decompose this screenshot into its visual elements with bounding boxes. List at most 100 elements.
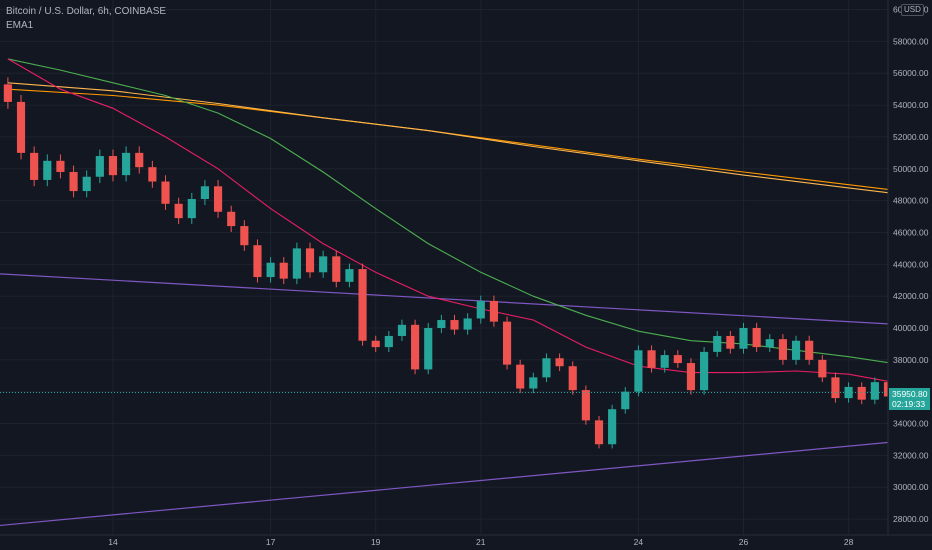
candle-body (529, 377, 538, 389)
candle[interactable] (424, 322, 433, 375)
candle[interactable] (319, 250, 328, 278)
ema-slow-b-line[interactable] (7, 82, 932, 239)
indicator-label[interactable]: EMA1 (6, 20, 34, 31)
candle[interactable] (108, 149, 118, 182)
candle[interactable] (450, 314, 459, 335)
candle[interactable] (69, 165, 78, 198)
candle[interactable] (56, 154, 65, 179)
candle[interactable] (765, 334, 774, 353)
chart-legend: Bitcoin / U.S. Dollar, 6h, COINBASE EMA1 (6, 5, 166, 33)
trendlines (0, 273, 932, 527)
candle[interactable] (371, 335, 380, 353)
candle[interactable] (594, 416, 604, 449)
candle[interactable] (555, 353, 564, 372)
candle[interactable] (660, 350, 669, 373)
candle-body (122, 152, 131, 176)
candle[interactable] (673, 350, 682, 368)
candle[interactable] (345, 263, 354, 288)
trendline[interactable] (0, 377, 932, 527)
candle[interactable] (463, 313, 472, 335)
candle[interactable] (266, 257, 275, 283)
candle[interactable] (870, 377, 879, 405)
candle[interactable] (700, 346, 709, 395)
ema-slow-a-line[interactable] (7, 88, 932, 228)
candle[interactable] (384, 330, 393, 353)
price-tick-label: 48000.00 (893, 196, 929, 206)
candle[interactable] (489, 295, 498, 327)
candle[interactable] (43, 154, 52, 187)
candle[interactable] (739, 322, 748, 354)
candle[interactable] (476, 295, 485, 324)
candle-body (555, 358, 564, 367)
candle[interactable] (397, 319, 407, 341)
candle-body (148, 167, 157, 182)
last-price-tag: 35950.80 02:19:33 (889, 388, 930, 410)
candle[interactable] (411, 319, 420, 375)
candle[interactable] (791, 335, 801, 365)
candle[interactable] (844, 382, 853, 403)
candle[interactable] (187, 192, 196, 225)
candle[interactable] (122, 146, 131, 182)
candle[interactable] (634, 345, 643, 397)
candle[interactable] (726, 330, 735, 354)
candle[interactable] (213, 180, 223, 218)
price-tick-label: 40000.00 (893, 323, 929, 333)
candle[interactable] (240, 220, 249, 251)
candle-body (713, 335, 722, 352)
candle[interactable] (174, 197, 183, 225)
candle[interactable] (502, 316, 512, 370)
candle[interactable] (831, 372, 840, 403)
candle[interactable] (135, 146, 144, 174)
time-axis[interactable]: 1417192124262830Jun357911 (108, 537, 932, 547)
candle[interactable] (95, 149, 104, 184)
candle[interactable] (516, 359, 525, 394)
price-tick-label: 38000.00 (893, 355, 929, 365)
candle-body (69, 171, 78, 192)
candle[interactable] (332, 250, 341, 288)
candle-body (542, 358, 551, 378)
candle[interactable] (818, 355, 827, 383)
candle[interactable] (82, 170, 91, 198)
candle[interactable] (437, 314, 446, 334)
candle[interactable] (647, 345, 656, 373)
ema-mid-line[interactable] (7, 58, 932, 376)
candle[interactable] (752, 322, 761, 353)
candle-body (673, 355, 682, 364)
candle[interactable] (30, 146, 39, 187)
candle-body (489, 300, 498, 322)
candle-body (647, 350, 656, 368)
candle[interactable] (3, 77, 12, 109)
candle[interactable] (200, 180, 209, 206)
currency-label[interactable]: USD (901, 4, 924, 16)
candle[interactable] (581, 385, 590, 425)
candle-body (726, 335, 735, 349)
candle[interactable] (713, 330, 722, 357)
candle[interactable] (358, 263, 367, 346)
candle[interactable] (568, 361, 577, 395)
symbol-title[interactable]: Bitcoin / U.S. Dollar, 6h, COINBASE (6, 6, 167, 17)
candle[interactable] (305, 242, 315, 278)
price-axis-bg (888, 0, 932, 535)
candle[interactable] (279, 257, 288, 285)
candle[interactable] (857, 382, 866, 405)
candle[interactable] (805, 335, 814, 365)
candle[interactable] (227, 205, 236, 233)
candle[interactable] (778, 334, 787, 365)
candle-body (411, 324, 420, 370)
candle-body (476, 300, 485, 319)
candle[interactable] (161, 175, 170, 210)
candle[interactable] (608, 404, 617, 449)
candle-body (253, 245, 262, 278)
candle[interactable] (16, 95, 26, 160)
candle[interactable] (529, 372, 538, 394)
candle[interactable] (542, 353, 551, 383)
candle[interactable] (253, 239, 262, 283)
candle[interactable] (148, 160, 157, 188)
candle[interactable] (621, 387, 630, 414)
trendline[interactable] (0, 273, 932, 363)
candle[interactable] (292, 242, 301, 285)
candle[interactable] (686, 358, 696, 395)
price-tick-label: 50000.00 (893, 164, 929, 174)
